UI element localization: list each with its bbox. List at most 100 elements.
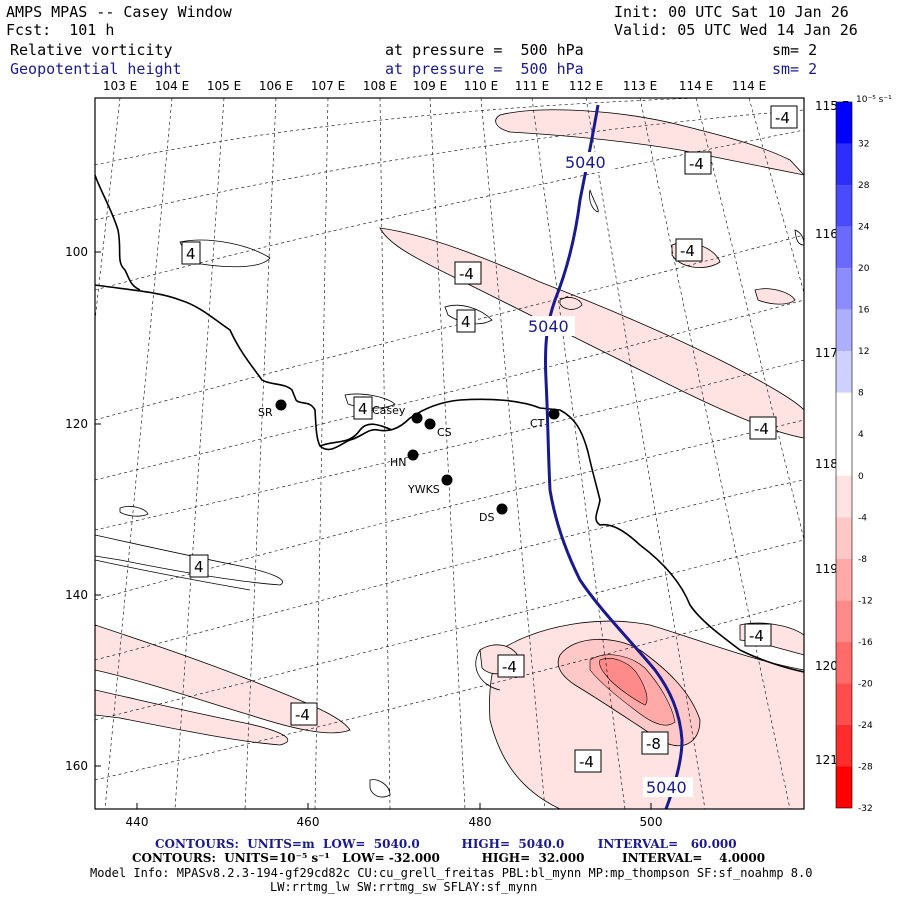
height-label: 5040 — [646, 778, 687, 797]
vort-label: 4 — [181, 241, 201, 265]
station-label-ywks: YWKS — [407, 483, 440, 496]
colorbar-swatch — [836, 724, 852, 767]
colorbar-label: 0 — [858, 472, 864, 482]
colorbar-unit: 10⁻⁵ s⁻¹ — [856, 95, 892, 105]
colorbar-label: 24 — [858, 223, 870, 233]
top-lon-labels: 103 E 104 E 105 E 106 E 107 E 108 E 109 … — [103, 79, 766, 93]
graticule-longitudes — [95, 98, 804, 809]
vort-label: -4 — [684, 151, 712, 175]
vort-label: 4 — [456, 309, 476, 333]
model-info: Model Info: MPASv8.2.3-194-gf29cd82c CU:… — [90, 866, 813, 880]
svg-text:-4: -4 — [459, 265, 474, 283]
svg-text:-4: -4 — [754, 420, 769, 438]
station-label-cs: CS — [437, 426, 452, 439]
colorbar-label: -8 — [858, 555, 867, 565]
colorbar-label: -4 — [858, 513, 867, 523]
station-dot-ywks — [441, 474, 453, 486]
lon-label: 113 E — [623, 79, 657, 93]
colorbar-label: -24 — [858, 721, 873, 731]
station-dot-hn — [407, 449, 419, 461]
lon-label: 107 E — [311, 79, 345, 93]
bottom-tick-label: 500 — [640, 815, 663, 829]
vort-label: -4 — [675, 238, 703, 262]
left-tick-label: 140 — [65, 588, 88, 602]
valid-time: Valid: 05 UTC Wed 14 Jan 26 — [614, 21, 858, 39]
colorbar-label: -28 — [858, 762, 873, 772]
vort-label: -4 — [744, 623, 772, 647]
colorbar-swatch — [836, 143, 852, 186]
colorbar-label: 4 — [858, 430, 864, 440]
svg-text:4: 4 — [358, 400, 368, 418]
vorticity-contour-info: CONTOURS: UNITS=10⁻⁵ s⁻¹ LOW= -32.000 HI… — [132, 851, 766, 865]
station-label-sr: SR — [258, 406, 273, 419]
svg-text:4: 4 — [461, 313, 471, 331]
lon-label: 112 E — [569, 79, 603, 93]
vort-label: -4 — [749, 416, 777, 440]
colorbar-label: 8 — [858, 389, 864, 399]
lon-label: 114 E — [679, 79, 713, 93]
colorbar-label: 20 — [858, 264, 870, 274]
svg-text:-4: -4 — [689, 155, 704, 173]
colorbar-swatch — [836, 226, 852, 269]
height-label: 5040 — [528, 317, 569, 336]
height-contour-labels: 5040 5040 5040 — [525, 152, 693, 797]
lon-label: 111 E — [515, 79, 549, 93]
lon-label: 109 E — [413, 79, 447, 93]
height-contour-5040 — [543, 104, 684, 809]
station-label-casey: Casey — [372, 404, 406, 417]
lon-label: 108 E — [363, 79, 397, 93]
bottom-axis: 440 460 480 500 — [126, 803, 663, 829]
forecast-hour: Fcst: 101 h — [6, 21, 115, 39]
lon-label: 114 E — [732, 79, 766, 93]
left-tick-label: 160 — [65, 759, 88, 773]
plot-frame — [94, 97, 805, 810]
colorbar-swatch — [836, 683, 852, 725]
vorticity-shading-neg16 — [599, 658, 648, 706]
lon-label: 104 E — [155, 79, 189, 93]
vorticity-contour-labels: -4 -4 -4 -4 -4 -4 -4 -4 -4 -8 4 4 4 4 — [181, 105, 798, 773]
colorbar-swatch — [836, 434, 852, 476]
vort-label: 4 — [353, 396, 373, 420]
left-axis: 100 120 140 160 — [65, 245, 101, 773]
station-dot-sr — [275, 399, 287, 411]
station-dot-casey — [411, 412, 423, 424]
colorbar-swatch — [836, 766, 852, 808]
svg-text:-4: -4 — [579, 753, 594, 771]
left-tick-label: 100 — [65, 245, 88, 259]
init-time: Init: 00 UTC Sat 10 Jan 26 — [614, 3, 849, 21]
station-dot-ds — [496, 503, 508, 515]
lon-label: 110 E — [464, 79, 498, 93]
chart-title: AMPS MPAS -- Casey Window — [6, 3, 232, 21]
bottom-tick-label: 440 — [126, 815, 149, 829]
model-info-physics: LW:rrtmg_lw SW:rrtmg_sw SFLAY:sf_mynn — [270, 880, 538, 894]
svg-text:-4: -4 — [749, 627, 764, 645]
svg-text:4: 4 — [194, 558, 204, 576]
station-dot-cs — [424, 418, 436, 430]
bottom-tick-label: 460 — [297, 815, 320, 829]
colorbar-label: -20 — [858, 679, 873, 689]
vort-label: -4 — [454, 261, 482, 285]
colorbar-swatch — [836, 185, 852, 227]
vort-label: -4 — [290, 702, 318, 726]
station-label-ct: CT — [530, 417, 545, 430]
vort-label: -4 — [574, 749, 602, 773]
vorticity-shading-neg4 — [95, 109, 804, 809]
field2-smoothing: sm= 2 — [772, 60, 818, 78]
svg-text:-4: -4 — [295, 706, 310, 724]
colorbar-swatch — [836, 641, 852, 684]
lon-label: 106 E — [259, 79, 293, 93]
bottom-tick-label: 480 — [469, 815, 492, 829]
svg-text:-4: -4 — [502, 658, 517, 676]
station-label-ds: DS — [479, 511, 494, 524]
field1-name: Relative vorticity — [10, 41, 173, 59]
colorbar-swatch — [836, 392, 852, 435]
colorbar-label: 32 — [858, 140, 869, 150]
height-label: 5040 — [565, 153, 606, 172]
colorbar-label: -16 — [858, 638, 873, 648]
vort-label: 4 — [189, 554, 209, 578]
svg-text:-8: -8 — [646, 735, 661, 753]
colorbar-swatch — [836, 102, 852, 144]
vort-label: -4 — [497, 654, 525, 678]
colorbar-swatch — [836, 517, 852, 559]
